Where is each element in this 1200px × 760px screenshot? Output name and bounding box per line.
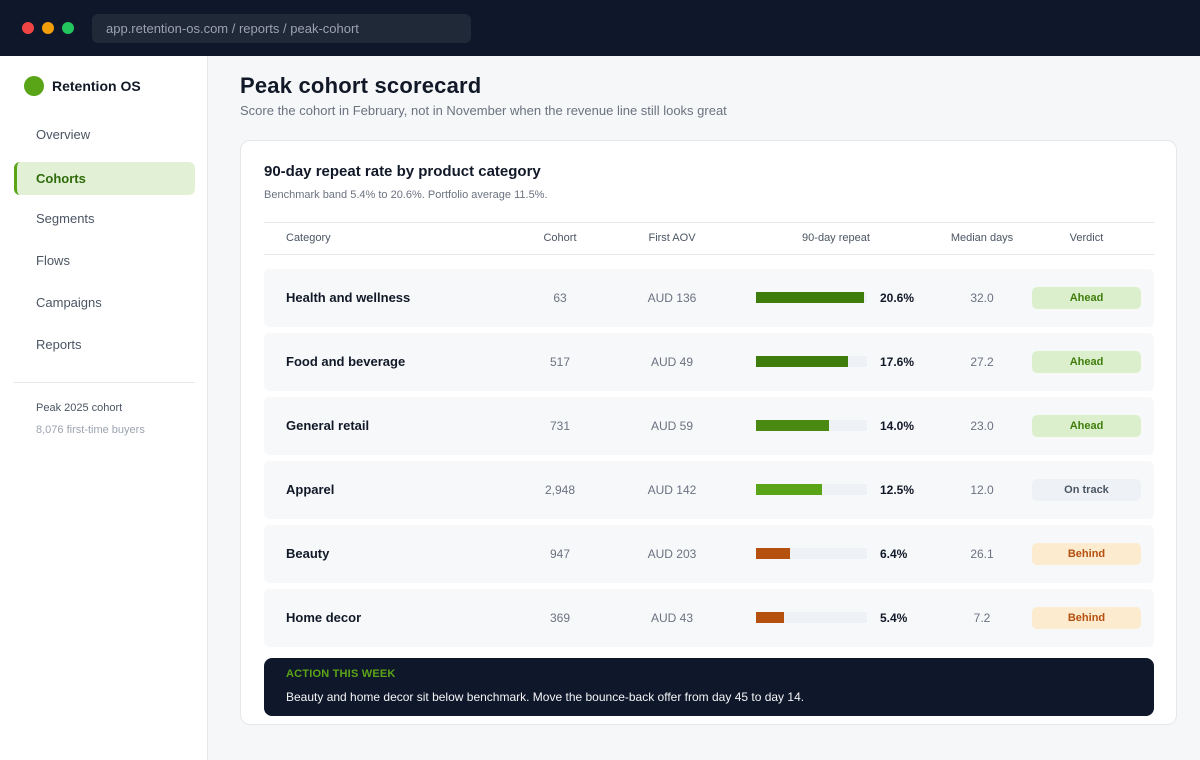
first-aov: AUD 49 [650,355,694,369]
minimize-window-button[interactable] [42,22,54,34]
sidebar-item-flows[interactable]: Flows [36,253,70,268]
brand[interactable]: Retention OS [24,76,141,96]
repeat-bar-fill [756,420,829,431]
card-title: 90-day repeat rate by product category [264,163,541,180]
repeat-bar [756,484,867,495]
column-header-cohort: Cohort [543,232,577,244]
page-subtitle: Score the cohort in February, not in Nov… [240,103,727,118]
first-aov: AUD 43 [650,611,694,625]
repeat-bar-fill [756,484,822,495]
column-header-verdict: Verdict [1069,232,1104,244]
sidebar-item-cohorts[interactable]: Cohorts [14,162,195,195]
repeat-bar [756,420,867,431]
repeat-rate: 5.4% [880,611,908,625]
cohort-size: 517 [549,355,571,369]
repeat-rate: 20.6% [880,291,915,305]
cohort-size: 63 [553,291,567,305]
repeat-rate: 17.6% [880,355,915,369]
card-subtitle: Benchmark band 5.4% to 20.6%. Portfolio … [264,189,548,201]
address-bar[interactable]: app.retention-os.com / reports / peak-co… [92,14,471,43]
close-window-button[interactable] [22,22,34,34]
column-header-repeat: 90-day repeat [802,232,870,244]
category-name: Apparel [286,482,335,497]
table-header: Category Cohort First AOV 90-day repeat … [264,222,1154,255]
sidebar: Retention OS Overview Cohorts Segments F… [0,56,208,760]
column-header-category: Category [286,232,331,244]
repeat-bar-fill [756,292,864,303]
table-row[interactable]: General retail 731 AUD 59 14.0% 23.0 Ahe… [264,397,1154,455]
category-name: Beauty [286,546,330,561]
median-days: 26.1 [970,547,994,561]
sidebar-item-segments[interactable]: Segments [36,211,95,226]
verdict-badge: On track [1032,479,1141,501]
maximize-window-button[interactable] [62,22,74,34]
table-row[interactable]: Apparel 2,948 AUD 142 12.5% 12.0 On trac… [264,461,1154,519]
sidebar-item-overview[interactable]: Overview [36,127,91,142]
cohort-size: 369 [549,611,571,625]
action-callout: ACTION THIS WEEK Beauty and home decor s… [264,658,1154,716]
repeat-bar [756,548,867,559]
first-aov: AUD 59 [650,419,694,433]
table-row[interactable]: Health and wellness 63 AUD 136 20.6% 32.… [264,269,1154,327]
verdict-badge: Ahead [1032,351,1141,373]
median-days: 27.2 [970,355,994,369]
repeat-rate: 6.4% [880,547,908,561]
category-name: Home decor [286,610,362,625]
action-label: ACTION THIS WEEK [286,668,396,680]
repeat-bar-fill [756,612,784,623]
repeat-bar [756,612,867,623]
cohort-buyers: 8,076 first-time buyers [36,424,145,436]
table-row[interactable]: Home decor 369 AUD 43 5.4% 7.2 Behind [264,589,1154,647]
brand-name: Retention OS [52,78,141,94]
first-aov: AUD 142 [647,483,697,497]
repeat-bar-fill [756,548,790,559]
cohort-size: 947 [549,547,571,561]
median-days: 7.2 [973,611,991,625]
verdict-badge: Ahead [1032,287,1141,309]
brand-logo-icon [24,76,44,96]
sidebar-divider [14,382,195,383]
table-row[interactable]: Beauty 947 AUD 203 6.4% 26.1 Behind [264,525,1154,583]
verdict-badge: Ahead [1032,415,1141,437]
verdict-badge: Behind [1032,607,1141,629]
sidebar-item-reports[interactable]: Reports [36,337,82,352]
median-days: 12.0 [970,483,994,497]
repeat-bar-fill [756,356,848,367]
cohort-size: 731 [549,419,571,433]
first-aov: AUD 136 [647,291,697,305]
repeat-rate: 12.5% [880,483,915,497]
scorecard-card: 90-day repeat rate by product category B… [240,140,1177,725]
column-header-first-aov: First AOV [648,232,696,244]
median-days: 23.0 [970,419,994,433]
repeat-bar [756,356,867,367]
browser-titlebar: app.retention-os.com / reports / peak-co… [0,0,1200,56]
verdict-badge: Behind [1032,543,1141,565]
repeat-rate: 14.0% [880,419,915,433]
category-name: Food and beverage [286,354,406,369]
cohort-size: 2,948 [544,483,576,497]
category-name: Health and wellness [286,290,411,305]
sidebar-item-campaigns[interactable]: Campaigns [36,295,102,310]
page-title: Peak cohort scorecard [240,73,482,98]
first-aov: AUD 203 [647,547,697,561]
cohort-name: Peak 2025 cohort [36,402,123,414]
table-row[interactable]: Food and beverage 517 AUD 49 17.6% 27.2 … [264,333,1154,391]
column-header-median-days: Median days [950,232,1014,244]
repeat-bar [756,292,867,303]
median-days: 32.0 [970,291,994,305]
category-name: General retail [286,418,370,433]
action-text: Beauty and home decor sit below benchmar… [286,690,805,704]
